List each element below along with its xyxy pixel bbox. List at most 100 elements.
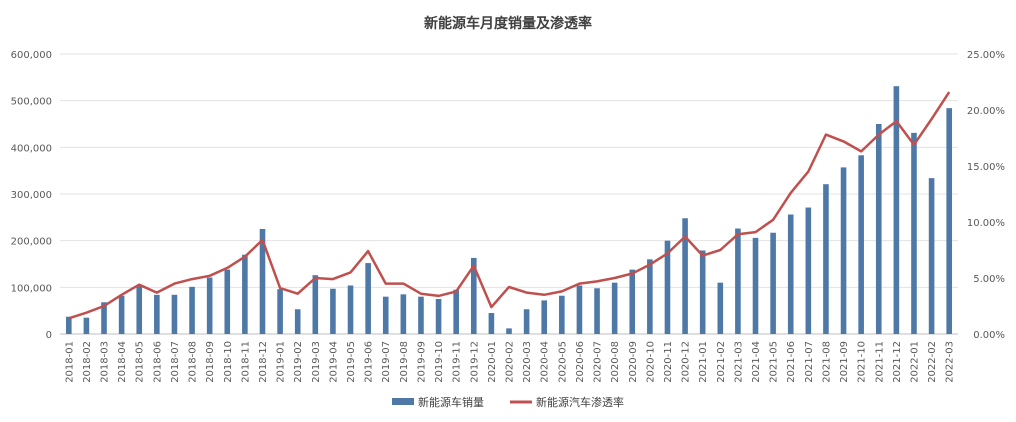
- line-series: [68, 91, 951, 320]
- x-tick-label: 2019-05: [346, 341, 357, 383]
- y-left-tick-label: 200,000: [11, 237, 52, 248]
- bar: [312, 275, 319, 334]
- bar: [171, 294, 178, 334]
- bar: [875, 124, 882, 334]
- bar: [435, 299, 442, 334]
- x-tick-label: 2019-01: [276, 341, 287, 383]
- bar: [946, 108, 952, 334]
- bar: [647, 259, 653, 334]
- x-tick-label: 2019-12: [469, 341, 480, 383]
- bar: [118, 295, 125, 334]
- x-tick-label: 2020-02: [505, 341, 516, 383]
- x-tick-label: 2021-09: [839, 341, 850, 383]
- x-tick-label: 2018-01: [64, 341, 75, 383]
- bar: [470, 257, 477, 334]
- bar: [911, 132, 917, 334]
- y-left-tick-label: 300,000: [11, 190, 52, 201]
- chart-title: 新能源车月度销量及渗透率: [424, 15, 592, 32]
- x-tick-label: 2018-04: [117, 341, 128, 383]
- y-right-tick-label: 10.00%: [967, 218, 1005, 229]
- bar: [206, 277, 213, 334]
- bar: [154, 294, 160, 334]
- bar: [611, 282, 618, 334]
- legend-label-sales: 新能源车销量: [418, 395, 484, 409]
- bar: [840, 167, 847, 334]
- x-tick-label: 2020-05: [557, 341, 568, 383]
- legend: 新能源车销量 新能源汽车渗透率: [392, 395, 624, 409]
- y-right-tick-label: 5.00%: [973, 274, 1005, 285]
- y-left-tick-label: 400,000: [11, 143, 52, 154]
- bar: [752, 237, 759, 334]
- right-axis-ticks: 0.00% 5.00% 10.00% 15.00% 20.00% 25.00%: [967, 50, 1005, 341]
- x-tick-label: 2021-03: [733, 341, 744, 383]
- bar: [576, 285, 583, 334]
- bar: [66, 316, 72, 334]
- bar: [189, 286, 195, 334]
- bar: [277, 289, 283, 334]
- bar: [400, 294, 407, 334]
- bar: [928, 178, 935, 334]
- bar: [506, 328, 512, 334]
- y-right-tick-label: 15.00%: [967, 162, 1005, 173]
- x-tick-label: 2021-06: [786, 341, 797, 383]
- y-right-tick-label: 20.00%: [967, 106, 1005, 117]
- bar: [629, 269, 636, 334]
- x-tick-label: 2019-10: [434, 341, 445, 383]
- bar: [382, 296, 389, 334]
- x-tick-label: 2020-06: [575, 341, 586, 383]
- bar: [770, 232, 776, 334]
- bar: [294, 309, 301, 334]
- bar: [541, 300, 548, 334]
- x-tick-label: 2021-10: [857, 341, 868, 383]
- x-tick-label: 2021-04: [751, 341, 762, 383]
- x-tick-label: 2019-07: [381, 341, 392, 383]
- bar: [523, 309, 530, 334]
- x-tick-label: 2021-02: [716, 341, 727, 383]
- bar: [682, 218, 688, 334]
- legend-label-penetration: 新能源汽车渗透率: [536, 395, 624, 409]
- x-tick-label: 2020-07: [593, 341, 604, 383]
- x-tick-label: 2018-12: [258, 341, 269, 383]
- bar: [893, 86, 900, 334]
- x-tick-label: 2019-11: [452, 341, 463, 383]
- x-tick-label: 2022-03: [945, 341, 956, 383]
- bar: [242, 254, 248, 334]
- bar: [453, 289, 459, 334]
- bar: [858, 155, 864, 334]
- bar: [787, 214, 794, 334]
- x-tick-label: 2022-02: [927, 341, 938, 383]
- x-tick-label: 2021-05: [769, 341, 780, 383]
- x-tick-label: 2021-07: [804, 341, 815, 383]
- bar: [699, 250, 706, 334]
- x-tick-label: 2018-10: [223, 341, 234, 383]
- bar: [717, 282, 724, 334]
- y-right-tick-label: 25.00%: [967, 50, 1005, 61]
- bar: [224, 269, 231, 334]
- x-tick-label: 2019-09: [416, 341, 427, 383]
- x-axis-ticks: 2018-01 2018-02 2018-03 2018-04 2018-05 2018-…: [64, 341, 955, 383]
- x-tick-label: 2020-03: [522, 341, 533, 383]
- x-tick-label: 2021-01: [698, 341, 709, 383]
- x-tick-label: 2019-06: [364, 341, 375, 383]
- bar: [735, 228, 741, 334]
- legend-swatch-bar: [392, 398, 414, 405]
- bar: [418, 296, 424, 334]
- x-tick-label: 2020-10: [645, 341, 656, 383]
- bar: [559, 295, 565, 334]
- bar: [136, 286, 143, 334]
- x-tick-label: 2021-12: [892, 341, 903, 383]
- bar: [823, 184, 829, 334]
- x-tick-label: 2018-09: [205, 341, 216, 383]
- x-tick-label: 2019-02: [293, 341, 304, 383]
- x-tick-label: 2020-04: [540, 341, 551, 383]
- x-tick-label: 2022-01: [909, 341, 920, 383]
- x-tick-label: 2019-03: [311, 341, 322, 383]
- y-left-tick-label: 0: [46, 330, 52, 341]
- bar: [594, 288, 600, 334]
- x-tick-label: 2019-08: [399, 341, 410, 383]
- bar: [347, 285, 354, 334]
- x-tick-label: 2018-08: [188, 341, 199, 383]
- penetration-line: [68, 91, 951, 320]
- bar: [365, 263, 371, 334]
- y-left-tick-label: 500,000: [11, 97, 52, 108]
